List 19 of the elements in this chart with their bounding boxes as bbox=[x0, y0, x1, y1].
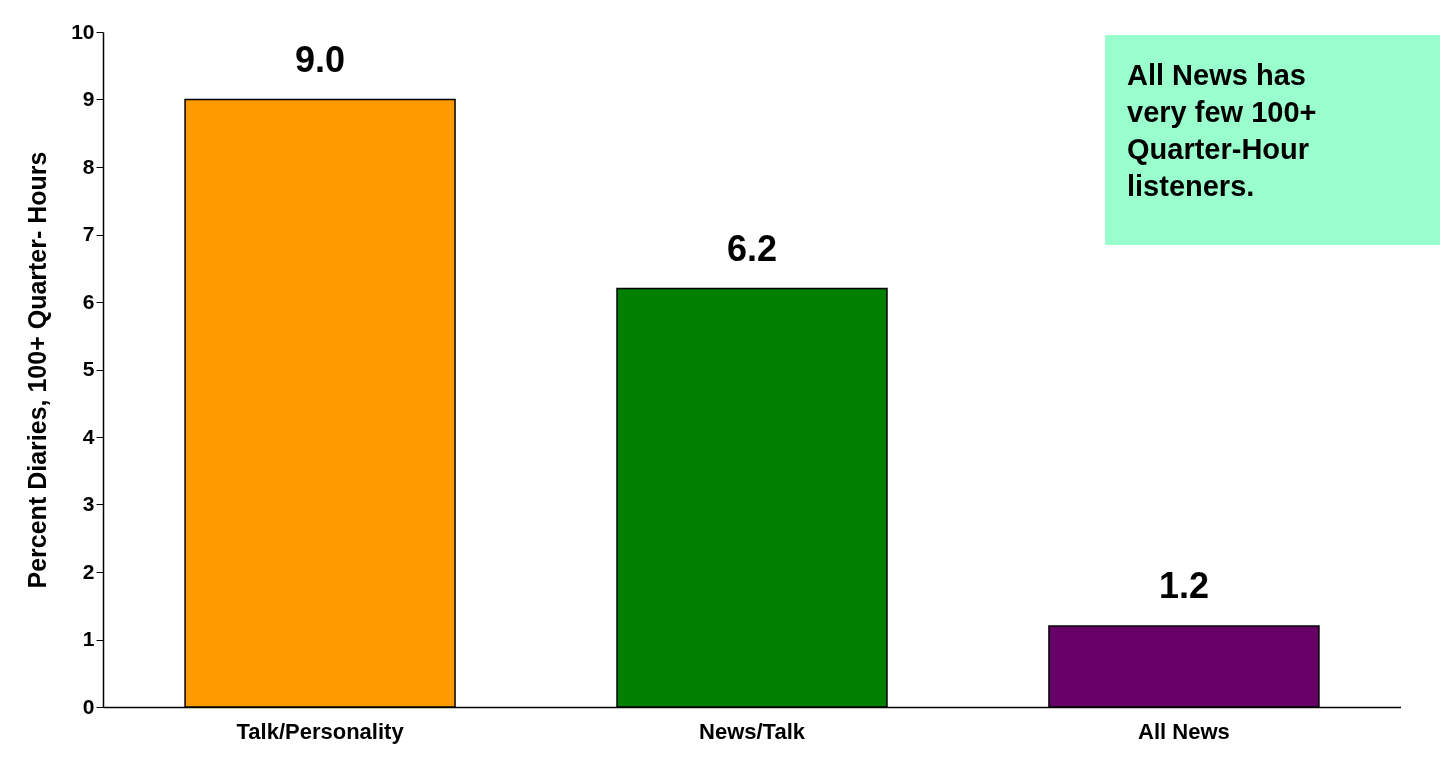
y-tick-label: 0 bbox=[82, 694, 95, 718]
x-tick-label: Talk/Personality bbox=[236, 718, 405, 744]
y-tick-label: 4 bbox=[82, 424, 95, 448]
x-tick-label: All News bbox=[1138, 718, 1230, 744]
y-axis-title: Percent Diaries, 100+ Quarter- Hours bbox=[23, 151, 52, 589]
x-tick-label: News/Talk bbox=[699, 718, 806, 744]
data-label: 6.2 bbox=[726, 227, 778, 269]
y-tick-label: 7 bbox=[82, 222, 95, 245]
y-tick-label: 6 bbox=[82, 289, 95, 313]
data-label: 1.2 bbox=[1158, 565, 1209, 606]
data-label: 9.0 bbox=[295, 38, 346, 80]
y-tick-label: 3 bbox=[82, 492, 95, 515]
y-tick-label: 2 bbox=[82, 559, 95, 583]
annotation: All News has very few 100+ Quarter-Hour listeners. bbox=[1127, 58, 1318, 204]
y-tick-label: 1 bbox=[82, 627, 95, 650]
y-tick-label: 10 bbox=[71, 19, 95, 43]
y-tick-label: 8 bbox=[82, 154, 95, 178]
y-tick-label: 9 bbox=[82, 87, 95, 110]
y-tick-label: 5 bbox=[82, 357, 95, 380]
